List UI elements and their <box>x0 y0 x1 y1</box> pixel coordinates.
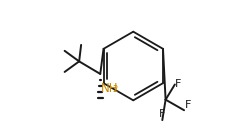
Text: NH: NH <box>101 82 118 95</box>
Text: F: F <box>159 109 166 119</box>
Text: F: F <box>175 79 182 89</box>
Text: 2: 2 <box>113 85 118 94</box>
Text: F: F <box>185 100 191 110</box>
